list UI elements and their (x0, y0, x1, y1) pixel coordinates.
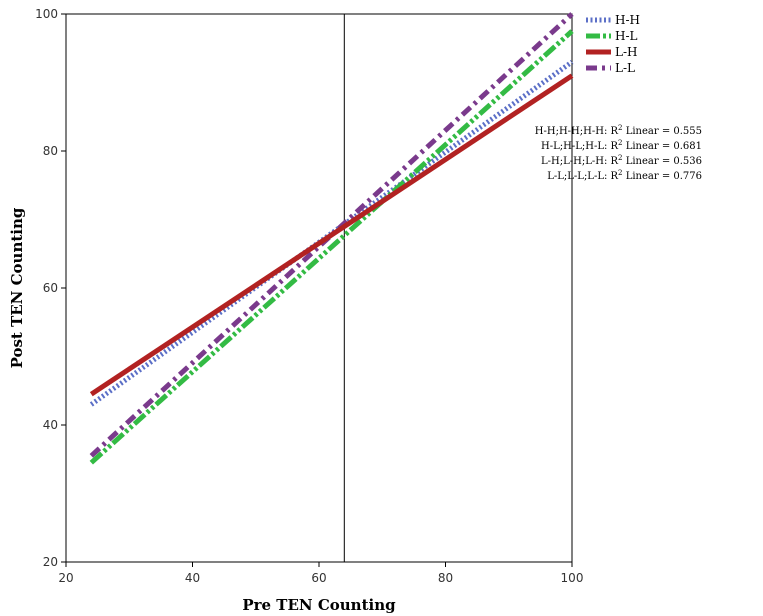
y-axis-ticks: 20 40 60 80 100 (35, 7, 66, 569)
x-tick-label: 60 (311, 571, 326, 585)
x-axis-ticks: 20 40 60 80 100 (58, 562, 583, 585)
x-tick-label: 80 (438, 571, 453, 585)
series-line-l-l (89, 12, 574, 458)
series-line-h-l (89, 29, 574, 465)
fit-label: H-L;H-L;H-L: R2 Linear = 0.681 (541, 139, 702, 152)
y-tick-label: 80 (43, 144, 58, 158)
series-line-l-h (89, 73, 574, 397)
legend-label: H-L (615, 29, 638, 43)
series-lines (89, 12, 574, 465)
x-tick-label: 40 (185, 571, 200, 585)
y-axis-title: Post TEN Counting (8, 207, 26, 368)
fit-labels: H-H;H-H;H-H: R2 Linear = 0.555 H-L;H-L;H-… (535, 124, 702, 182)
fit-label: H-H;H-H;H-H: R2 Linear = 0.555 (535, 124, 702, 137)
x-tick-label: 100 (561, 571, 584, 585)
x-tick-label: 20 (58, 571, 73, 585)
legend: H-H H-L L-H L-L (586, 13, 640, 75)
y-tick-label: 40 (43, 418, 58, 432)
legend-label: H-H (615, 13, 640, 27)
x-axis-title: Pre TEN Counting (242, 596, 396, 614)
fit-label: L-L;L-L;L-L: R2 Linear = 0.776 (547, 169, 702, 182)
y-tick-label: 100 (35, 7, 58, 21)
legend-label: L-H (615, 45, 638, 59)
fit-label: L-H;L-H;L-H: R2 Linear = 0.536 (541, 154, 702, 167)
legend-label: L-L (615, 61, 635, 75)
y-tick-label: 20 (43, 555, 58, 569)
series-line-h-h (89, 59, 574, 407)
y-tick-label: 60 (43, 281, 58, 295)
